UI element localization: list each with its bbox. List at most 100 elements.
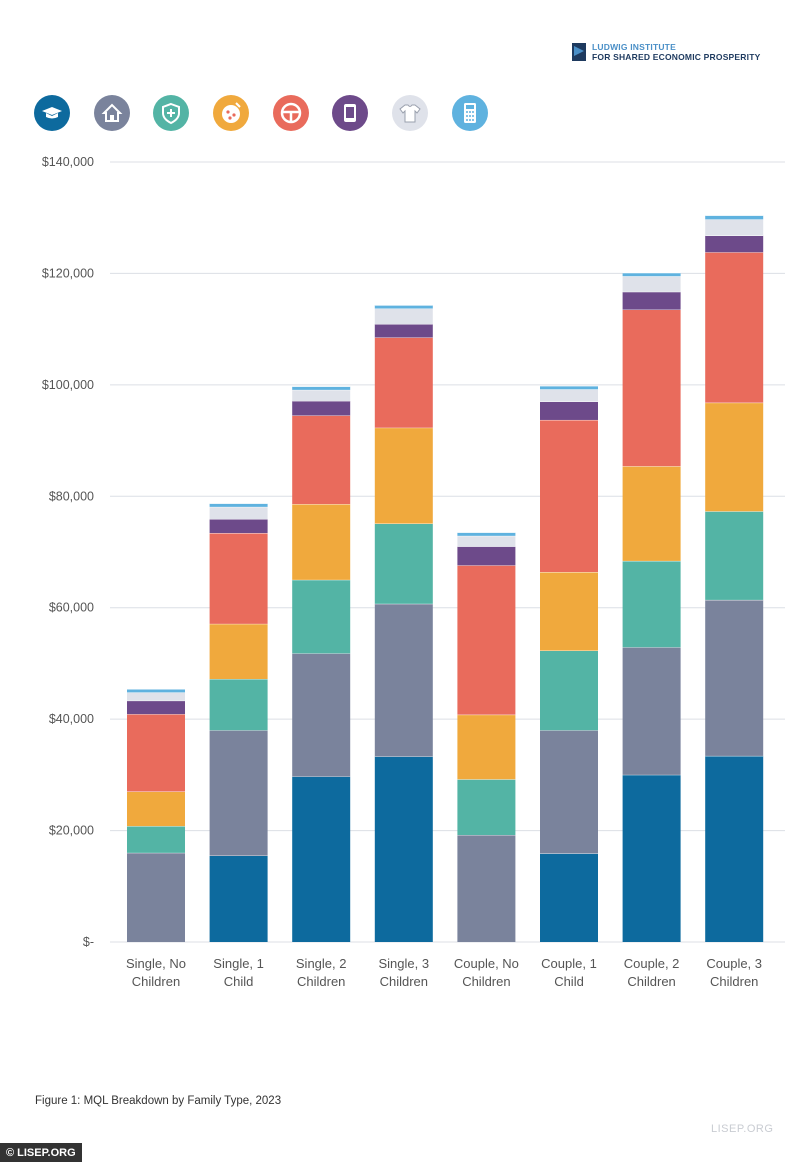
bar-segment xyxy=(457,779,516,836)
bar-segment xyxy=(374,337,433,428)
y-tick-label: $120,000 xyxy=(42,266,94,280)
bar-segment xyxy=(705,599,764,756)
x-category-label: Couple, 1 xyxy=(541,956,597,971)
y-tick-label: $100,000 xyxy=(42,378,94,392)
bar-segment xyxy=(705,219,764,236)
logo-mark-icon xyxy=(572,43,586,61)
figure-caption: Figure 1: MQL Breakdown by Family Type, … xyxy=(35,1095,282,1107)
bar-segment xyxy=(705,252,764,403)
bar-segment xyxy=(705,402,764,512)
bar-segment xyxy=(209,519,268,534)
bar-segment xyxy=(209,506,268,520)
food-pizza-icon xyxy=(213,95,249,131)
x-category-label: Children xyxy=(710,974,758,989)
watermark: © LISEP.ORG xyxy=(0,1143,82,1162)
bar-segment xyxy=(127,692,185,701)
bar-segment xyxy=(374,308,433,325)
graduation-cap-icon xyxy=(34,95,70,131)
bar-segment xyxy=(457,714,516,780)
house-icon xyxy=(94,95,130,131)
bar-segment xyxy=(622,466,681,561)
bar-segment xyxy=(622,647,681,775)
bar-segment xyxy=(292,389,351,402)
x-category-label: Couple, 3 xyxy=(706,956,762,971)
x-category-label: Single, 3 xyxy=(379,956,430,971)
y-tick-label: $20,000 xyxy=(49,824,94,838)
stacked-bar-chart: $140,000 $120,000 $100,000 $80,000 $60,000 $4… xyxy=(42,155,785,989)
bar-segment xyxy=(292,415,351,505)
bar-segment xyxy=(457,532,516,536)
bar-segment xyxy=(457,546,516,566)
bar-segment xyxy=(209,730,268,856)
bar-segment xyxy=(374,427,433,524)
bar-segment xyxy=(209,679,268,731)
bar-segment xyxy=(374,523,433,604)
bar-segment xyxy=(374,305,433,309)
x-category-label: Children xyxy=(627,974,675,989)
bar-segment xyxy=(705,215,764,220)
bar-segment xyxy=(457,565,516,715)
bar-segment xyxy=(292,653,351,777)
bar-segment xyxy=(374,756,433,942)
bar-segment xyxy=(209,533,268,624)
bar-segment xyxy=(292,776,351,942)
y-tick-label: $60,000 xyxy=(49,601,94,615)
x-category-label: Single, 1 xyxy=(213,956,264,971)
bar-segment xyxy=(374,603,433,757)
site-url: LISEP.ORG xyxy=(711,1123,774,1135)
x-category-label: Children xyxy=(380,974,428,989)
y-tick-label: $40,000 xyxy=(49,712,94,726)
calculator-icon xyxy=(452,95,488,131)
bar-segment xyxy=(292,504,351,580)
bar-segment xyxy=(540,853,598,942)
bar-segment xyxy=(705,235,764,253)
bar-segment xyxy=(540,385,598,390)
x-category-label: Child xyxy=(224,974,254,989)
bar-segment xyxy=(622,560,681,648)
bar-segment xyxy=(540,401,598,420)
x-category-label: Child xyxy=(554,974,584,989)
y-tick-label: $- xyxy=(83,935,94,949)
bar-segment xyxy=(622,774,681,942)
bar-segment xyxy=(622,291,681,310)
x-category-label: Children xyxy=(462,974,510,989)
y-tick-label: $140,000 xyxy=(42,155,94,169)
bar-segment xyxy=(540,650,598,731)
shirt-icon xyxy=(392,95,428,131)
y-tick-label: $80,000 xyxy=(49,489,94,503)
bar-segment xyxy=(127,826,185,853)
logo-line2: FOR SHARED ECONOMIC PROSPERITY xyxy=(592,52,761,62)
bar-segment xyxy=(540,572,598,651)
bar-segment xyxy=(292,401,351,416)
steering-wheel-icon xyxy=(273,95,309,131)
bar-segment xyxy=(127,714,185,792)
bar-segment xyxy=(292,386,351,390)
bar-segment xyxy=(622,272,681,277)
x-category-label: Children xyxy=(132,974,180,989)
lisep-logo: LUDWIG INSTITUTE FOR SHARED ECONOMIC PRO… xyxy=(572,42,760,62)
bar-segment xyxy=(127,689,185,693)
x-category-label: Couple, No xyxy=(454,956,519,971)
bar-segment xyxy=(622,276,681,292)
bar-segment xyxy=(209,855,268,942)
bar-segment xyxy=(209,623,268,680)
x-category-label: Single, 2 xyxy=(296,956,347,971)
bar-segment xyxy=(374,324,433,338)
logo-line1: LUDWIG INSTITUTE xyxy=(592,42,676,52)
bar-segment xyxy=(127,791,185,827)
bar-segment xyxy=(127,852,185,942)
bar-segment xyxy=(540,389,598,402)
x-category-label: Children xyxy=(297,974,345,989)
phone-icon xyxy=(332,95,368,131)
bar-segment xyxy=(705,511,764,600)
x-category-label: Couple, 2 xyxy=(624,956,680,971)
bar-segment xyxy=(540,419,598,573)
logo-text: LUDWIG INSTITUTE FOR SHARED ECONOMIC PRO… xyxy=(592,42,760,62)
bar-segment xyxy=(127,700,185,715)
bar-segment xyxy=(622,309,681,467)
bar-segment xyxy=(540,730,598,854)
x-category-label: Single, No xyxy=(126,956,186,971)
bar-segment xyxy=(457,835,516,942)
bar-segment xyxy=(457,535,516,547)
health-shield-icon xyxy=(153,95,189,131)
